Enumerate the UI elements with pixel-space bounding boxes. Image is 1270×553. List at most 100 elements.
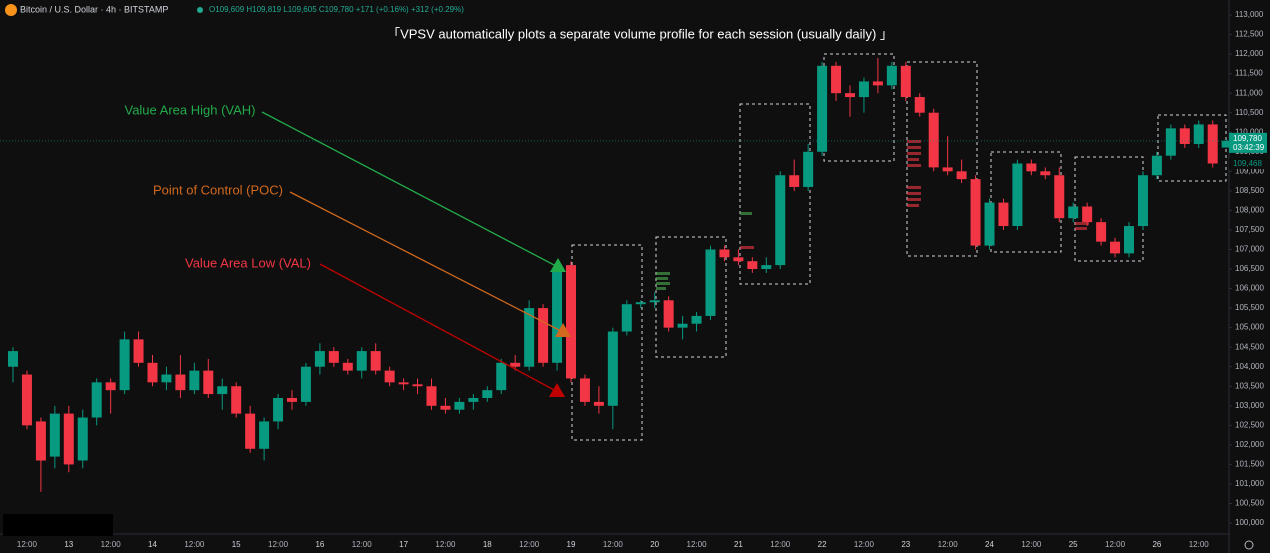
candle-body: [426, 386, 437, 406]
candle-body: [287, 397, 297, 402]
candle-body: [970, 179, 981, 246]
candle-body: [635, 302, 646, 305]
candle-body: [831, 65, 842, 94]
candle-body: [593, 401, 604, 406]
x-tick-label: 12:00: [184, 540, 205, 549]
last-price-label: 109,780: [1233, 134, 1262, 143]
candle-body: [356, 351, 367, 371]
y-tick-label: 107,000: [1235, 245, 1264, 254]
candle-body: [370, 351, 381, 371]
candle-body: [412, 384, 423, 387]
candle-body: [761, 265, 772, 270]
symbol[interactable]: Bitcoin / U.S. Dollar · 4h · BITSTAMP: [20, 4, 168, 14]
x-tick-label: 21: [734, 540, 743, 549]
candle-body: [942, 167, 953, 172]
marker-price-label: 109,468: [1233, 159, 1262, 168]
x-tick-label: 12:00: [854, 540, 875, 549]
candle-body: [566, 265, 576, 379]
candle-body: [1137, 175, 1148, 227]
candle-body: [314, 351, 325, 367]
x-tick-label: 18: [483, 540, 492, 549]
y-tick-label: 102,000: [1235, 440, 1264, 449]
candle-body: [328, 351, 339, 363]
candle-body: [691, 315, 702, 324]
candle-body: [538, 308, 549, 363]
candle-body: [858, 81, 869, 98]
candle-body: [900, 65, 911, 98]
ohlc: O109,609 H109,819 L109,605 C109,780 +171…: [209, 5, 464, 14]
candle-body: [398, 382, 409, 385]
candle-body: [914, 97, 925, 113]
candle-body: [1124, 226, 1134, 254]
x-tick-label: 12:00: [435, 540, 456, 549]
y-tick-label: 107,500: [1235, 225, 1264, 234]
y-tick-label: 112,500: [1235, 30, 1264, 39]
candle-body: [1179, 128, 1190, 144]
candle-body: [998, 202, 1009, 227]
candle-body: [621, 304, 632, 332]
x-tick-label: 19: [567, 540, 576, 549]
candle-body: [719, 249, 730, 258]
x-tick-label: 13: [64, 540, 73, 549]
candle-body: [1165, 128, 1176, 156]
candle-body: [984, 202, 995, 246]
candle-body: [175, 374, 186, 391]
x-tick-label: 12:00: [1021, 540, 1042, 549]
candle-body: [803, 151, 814, 187]
x-tick-label: 26: [1152, 540, 1161, 549]
candle-body: [789, 175, 800, 187]
overlay-box: [3, 514, 113, 536]
y-tick-label: 110,000: [1235, 127, 1264, 136]
y-tick-label: 108,500: [1235, 186, 1264, 195]
candle-body: [956, 171, 967, 180]
candle-body: [49, 413, 60, 457]
y-tick-label: 105,500: [1235, 303, 1264, 312]
candle-body: [817, 65, 828, 152]
y-tick-label: 102,500: [1235, 420, 1264, 429]
candle-body: [273, 397, 284, 422]
candle-body: [203, 370, 214, 395]
candle-body: [468, 397, 479, 402]
candle-body: [524, 308, 535, 367]
candle-body: [1040, 171, 1051, 176]
candle-body: [607, 331, 618, 406]
y-tick-label: 100,500: [1235, 499, 1264, 508]
annotation-arrows: [261, 111, 571, 397]
x-tick-label: 12:00: [938, 540, 959, 549]
x-tick-label: 12:00: [1189, 540, 1210, 549]
y-tick-label: 103,500: [1235, 381, 1264, 390]
y-tick-label: 111,500: [1235, 69, 1263, 78]
x-tick-label: 14: [148, 540, 157, 549]
settings-icon[interactable]: [1244, 540, 1254, 550]
x-tick-label: 12:00: [687, 540, 708, 549]
countdown: 03:42:39: [1233, 143, 1265, 152]
candle-body: [1054, 175, 1065, 219]
x-tick-label: 23: [901, 540, 910, 549]
y-tick-label: 112,000: [1235, 49, 1264, 58]
candle-body: [133, 339, 144, 363]
y-tick-label: 104,500: [1235, 342, 1264, 351]
candle-body: [189, 370, 200, 391]
y-tick-label: 113,000: [1235, 10, 1264, 19]
x-tick-label: 12:00: [352, 540, 373, 549]
market-status: [197, 7, 203, 13]
candle-body: [231, 386, 242, 414]
x-tick-label: 15: [232, 540, 241, 549]
x-tick-label: 12:00: [603, 540, 624, 549]
caption: 「VPSV automatically plots a separate vol…: [387, 26, 893, 41]
y-tick-label: 100,000: [1235, 518, 1264, 527]
candle-body: [579, 378, 590, 402]
candle-body: [496, 362, 507, 391]
y-tick-label: 110,500: [1235, 108, 1264, 117]
candle-body: [928, 112, 939, 168]
candle-body: [8, 351, 18, 367]
annotation: Point of Control (POC): [153, 182, 283, 197]
candle-body: [105, 382, 116, 391]
candle-body: [482, 390, 493, 398]
candle-body: [1151, 155, 1162, 176]
x-tick-label: 12:00: [519, 540, 540, 549]
candle-body: [872, 81, 883, 86]
annotation: Value Area Low (VAL): [185, 255, 311, 270]
